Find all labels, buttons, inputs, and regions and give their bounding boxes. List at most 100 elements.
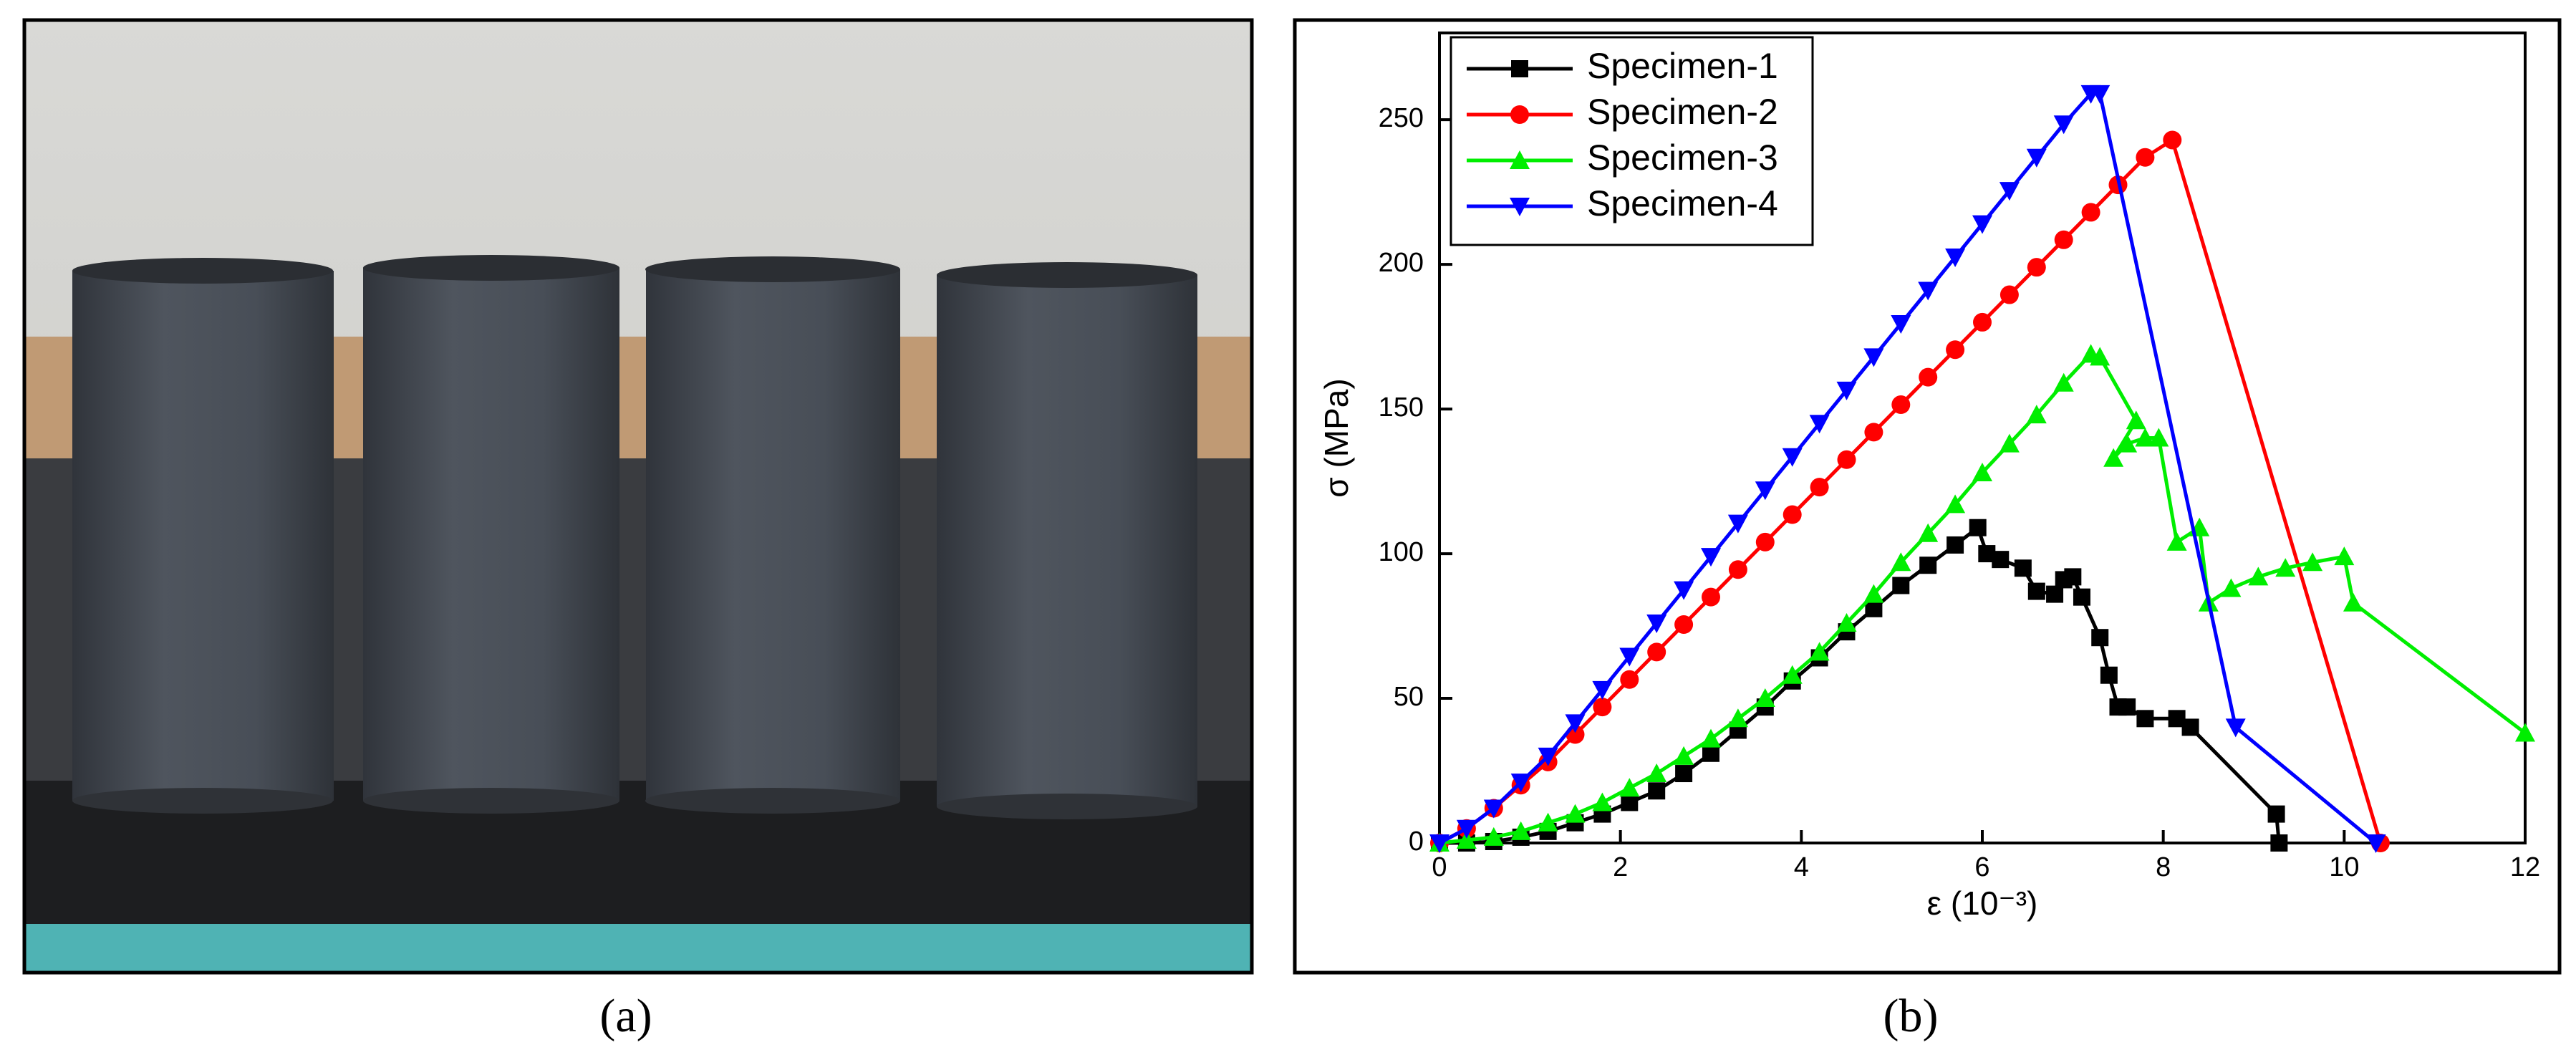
data-point bbox=[1701, 548, 1721, 567]
data-point bbox=[1946, 340, 1965, 360]
data-point bbox=[1865, 599, 1883, 617]
data-point bbox=[1456, 819, 1477, 839]
data-point bbox=[1972, 462, 1992, 481]
data-point bbox=[2053, 115, 2074, 135]
data-point bbox=[1755, 688, 1775, 708]
data-point bbox=[1836, 381, 1857, 400]
data-point bbox=[1620, 670, 1639, 689]
x-tick-label: 4 bbox=[1794, 852, 1809, 882]
data-point bbox=[1755, 481, 1775, 501]
data-point bbox=[1674, 746, 1694, 765]
data-point bbox=[1999, 285, 2019, 304]
data-point bbox=[1429, 834, 1449, 853]
data-point bbox=[2136, 148, 2155, 167]
data-point bbox=[1918, 523, 1939, 542]
data-point bbox=[1999, 433, 2020, 453]
y-tick-label: 50 bbox=[1394, 682, 1424, 712]
data-point bbox=[1619, 778, 1640, 797]
data-point bbox=[2275, 558, 2296, 577]
data-point bbox=[2054, 230, 2073, 249]
data-point bbox=[1456, 829, 1477, 849]
data-point bbox=[1674, 615, 1694, 635]
data-point bbox=[1919, 367, 1938, 387]
y-tick-label: 150 bbox=[1379, 392, 1424, 423]
data-point bbox=[2103, 448, 2124, 467]
legend-marker bbox=[1510, 150, 1530, 169]
caption: (a) bbox=[599, 990, 652, 1042]
x-tick-label: 6 bbox=[1974, 852, 1989, 882]
data-point bbox=[1755, 532, 1775, 551]
data-point bbox=[2118, 698, 2136, 716]
data-point bbox=[1592, 792, 1613, 811]
data-point bbox=[2135, 428, 2156, 447]
data-point bbox=[1538, 747, 1558, 766]
data-point bbox=[1782, 665, 1803, 684]
data-point bbox=[1593, 698, 1612, 717]
data-point bbox=[2091, 629, 2109, 647]
data-point bbox=[1592, 680, 1613, 700]
data-point bbox=[1675, 765, 1693, 783]
data-point bbox=[2221, 578, 2242, 597]
y-tick-label: 200 bbox=[1379, 248, 1424, 278]
data-point bbox=[1892, 577, 1910, 594]
data-point bbox=[2014, 559, 2032, 577]
legend-label: Specimen-1 bbox=[1587, 46, 1778, 86]
data-point bbox=[2100, 666, 2118, 684]
data-point bbox=[1945, 249, 1966, 268]
data-point bbox=[2053, 372, 2074, 392]
data-point bbox=[1648, 782, 1666, 800]
data-point bbox=[1919, 556, 1937, 574]
legend-label: Specimen-4 bbox=[1587, 183, 1778, 223]
y-tick-label: 250 bbox=[1379, 103, 1424, 133]
data-point bbox=[1782, 448, 1803, 467]
data-point bbox=[1646, 615, 1667, 634]
data-point bbox=[1783, 505, 1802, 524]
data-point bbox=[2166, 531, 2187, 551]
data-point bbox=[1969, 519, 1987, 536]
data-point bbox=[1891, 395, 1911, 415]
data-point bbox=[2515, 723, 2535, 742]
data-point bbox=[2163, 130, 2182, 150]
data-point bbox=[1728, 560, 1747, 579]
data-point bbox=[1947, 536, 1964, 554]
legend-label: Specimen-3 bbox=[1587, 138, 1778, 178]
data-point bbox=[1837, 450, 1856, 469]
data-point bbox=[1999, 182, 2020, 201]
data-point bbox=[1727, 708, 1748, 728]
x-tick-label: 8 bbox=[2156, 852, 2171, 882]
data-point bbox=[2302, 552, 2323, 572]
data-point bbox=[1510, 774, 1531, 793]
data-point bbox=[1483, 827, 1504, 846]
data-point bbox=[2270, 834, 2288, 852]
data-point bbox=[2267, 805, 2285, 823]
x-tick-label: 10 bbox=[2329, 852, 2359, 882]
y-tick-label: 100 bbox=[1379, 537, 1424, 567]
series-line bbox=[1438, 92, 2378, 845]
data-point bbox=[1510, 821, 1531, 840]
data-point bbox=[1809, 415, 1830, 434]
data-point bbox=[2026, 148, 2047, 168]
data-point bbox=[1702, 744, 1719, 762]
legend-label: Specimen-2 bbox=[1587, 92, 1778, 132]
data-point bbox=[2026, 405, 2047, 424]
data-point bbox=[2365, 834, 2386, 853]
legend-marker bbox=[1510, 198, 1530, 216]
data-point bbox=[1972, 215, 1992, 234]
data-point bbox=[2117, 433, 2138, 453]
data-point bbox=[2136, 710, 2154, 728]
data-point bbox=[2027, 582, 2045, 600]
data-point bbox=[2126, 410, 2146, 430]
data-point bbox=[1863, 348, 1884, 367]
data-point bbox=[1647, 642, 1666, 662]
data-point bbox=[2090, 347, 2111, 366]
x-tick-label: 2 bbox=[1613, 852, 1628, 882]
y-tick-label: 0 bbox=[1409, 827, 1424, 857]
x-tick-label: 12 bbox=[2510, 852, 2540, 882]
data-point bbox=[2334, 546, 2355, 566]
legend-marker bbox=[1510, 105, 1529, 124]
data-point bbox=[2073, 588, 2090, 606]
y-axis-label: σ (MPa) bbox=[1318, 378, 1355, 497]
data-point bbox=[2148, 428, 2169, 447]
plot: 0 2 4 6 8 10 12 0 50 100 150 200 250 ε (10⁻³) σ (MPa) S… bbox=[1318, 32, 2540, 922]
